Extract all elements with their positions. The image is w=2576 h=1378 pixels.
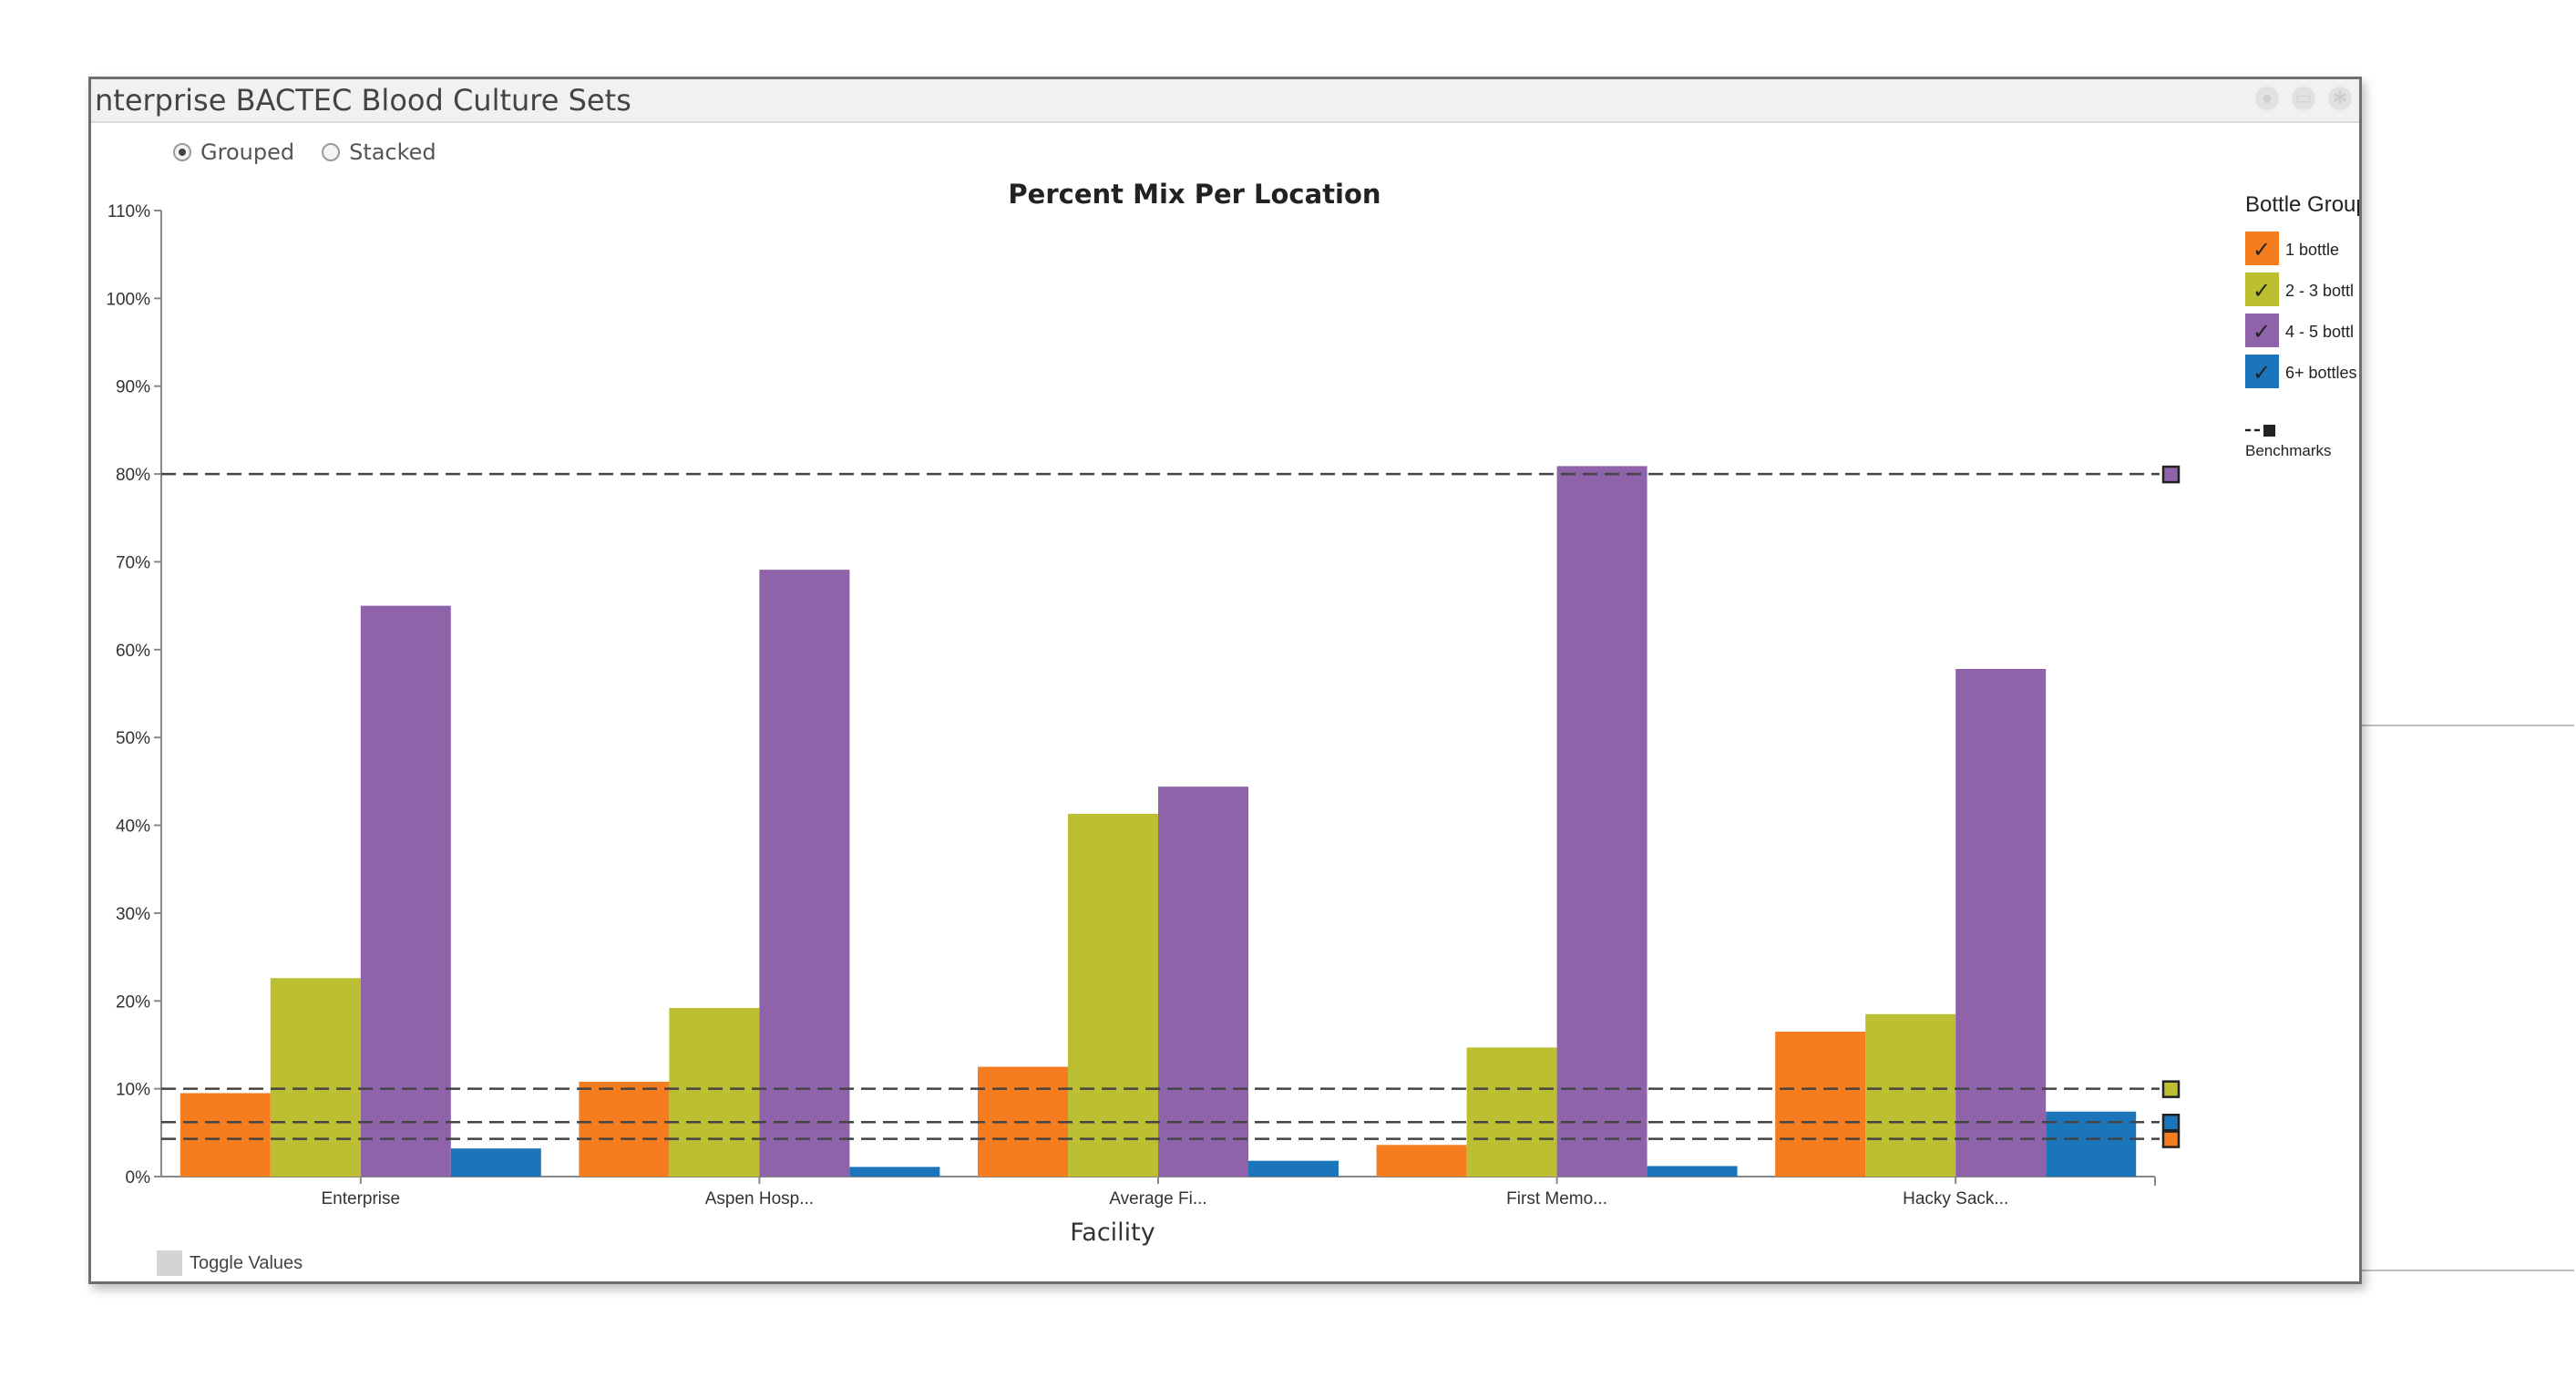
y-tick-label: 110% — [108, 202, 150, 221]
background-panel-outline — [2351, 725, 2574, 1271]
bar[interactable] — [1775, 1032, 1866, 1177]
bar[interactable] — [669, 1007, 760, 1177]
legend-title: Bottle Group — [2245, 192, 2359, 217]
bar[interactable] — [579, 1081, 670, 1177]
toggle-values-control[interactable]: Toggle Values — [157, 1250, 303, 1276]
legend-label: 4 - 5 bottl — [2285, 323, 2354, 341]
legend-swatch[interactable] — [2245, 231, 2279, 265]
legend-swatch[interactable] — [2245, 355, 2279, 388]
y-tick-label: 20% — [116, 992, 150, 1012]
bar[interactable] — [1158, 787, 1248, 1177]
bar[interactable] — [1376, 1145, 1467, 1177]
stacked-radio[interactable]: Stacked — [322, 139, 436, 165]
benchmark-marker[interactable] — [2161, 465, 2181, 484]
legend-check-icon: ✓ — [2253, 320, 2271, 344]
bar[interactable] — [759, 570, 850, 1177]
legend-benchmark-marker — [2263, 425, 2275, 437]
x-axis-title: Facility — [1070, 1219, 1155, 1247]
bar[interactable] — [360, 605, 451, 1177]
bar[interactable] — [1955, 669, 2047, 1177]
x-tick-label: Average Fi... — [1109, 1189, 1206, 1208]
x-tick-label: Hacky Sack... — [1903, 1189, 2008, 1208]
y-tick-label: 70% — [116, 553, 150, 572]
y-tick-label: 40% — [116, 818, 150, 837]
bar[interactable] — [1466, 1047, 1557, 1177]
bar[interactable] — [1647, 1166, 1738, 1177]
display-mode-radios: Grouped Stacked — [173, 139, 436, 165]
benchmark-marker[interactable] — [2161, 1080, 2181, 1098]
grouped-radio-label: Grouped — [200, 139, 295, 165]
grouped-radio[interactable]: Grouped — [173, 139, 294, 165]
benchmark-marker[interactable] — [2161, 1130, 2181, 1148]
stacked-radio-dot[interactable] — [322, 143, 341, 161]
grouped-radio-dot[interactable] — [173, 143, 191, 161]
y-tick-label: 80% — [116, 466, 150, 485]
bar[interactable] — [849, 1167, 940, 1177]
legend-benchmark-label: Benchmarks — [2245, 442, 2331, 459]
legend-swatch[interactable] — [2245, 314, 2279, 347]
info-icon[interactable]: ● — [2255, 87, 2279, 110]
panel-header: nterprise BACTEC Blood Culture Sets ● ▭ … — [91, 79, 2359, 123]
legend-label: 6+ bottles — [2285, 364, 2357, 382]
bar[interactable] — [1865, 1013, 1956, 1177]
legend-check-icon: ✓ — [2253, 361, 2271, 386]
x-tick-label: Aspen Hosp... — [705, 1189, 814, 1208]
y-tick-label: 60% — [116, 642, 150, 661]
header-icons: ● ▭ ✱ — [2255, 87, 2352, 110]
benchmark-marker[interactable] — [2161, 1114, 2181, 1132]
panel-title: nterprise BACTEC Blood Culture Sets — [95, 83, 631, 118]
legend-label: 1 bottle — [2285, 241, 2339, 259]
y-tick-label: 100% — [106, 290, 150, 309]
toggle-values-label: Toggle Values — [190, 1252, 303, 1273]
legend-swatch[interactable] — [2245, 273, 2279, 306]
y-tick-label: 50% — [116, 729, 150, 748]
x-tick-label: First Memo... — [1506, 1189, 1607, 1208]
bar[interactable] — [1556, 466, 1647, 1177]
y-tick-label: 30% — [116, 905, 150, 924]
legend-check-icon: ✓ — [2253, 238, 2271, 262]
bar[interactable] — [450, 1148, 541, 1177]
y-tick-label: 10% — [116, 1081, 150, 1100]
y-tick-label: 0% — [126, 1168, 151, 1188]
bar[interactable] — [1248, 1160, 1339, 1177]
legend-label: 2 - 3 bottl — [2285, 282, 2354, 300]
print-icon[interactable]: ▭ — [2292, 87, 2315, 110]
y-tick-label: 90% — [116, 378, 150, 397]
chart-title: Percent Mix Per Location — [1008, 179, 1380, 210]
bar-chart: Percent Mix Per Location 0% 10% 20% 30% 40% 50… — [106, 179, 2359, 1247]
bar[interactable] — [1068, 814, 1158, 1177]
toggle-values-checkbox[interactable] — [157, 1250, 182, 1276]
bar[interactable] — [180, 1093, 271, 1177]
gear-icon[interactable]: ✱ — [2328, 87, 2352, 110]
chart-panel: nterprise BACTEC Blood Culture Sets ● ▭ … — [88, 77, 2362, 1284]
x-tick-label: Enterprise — [321, 1189, 400, 1208]
bar[interactable] — [270, 978, 361, 1177]
stacked-radio-label: Stacked — [349, 139, 436, 165]
legend-check-icon: ✓ — [2253, 279, 2271, 303]
